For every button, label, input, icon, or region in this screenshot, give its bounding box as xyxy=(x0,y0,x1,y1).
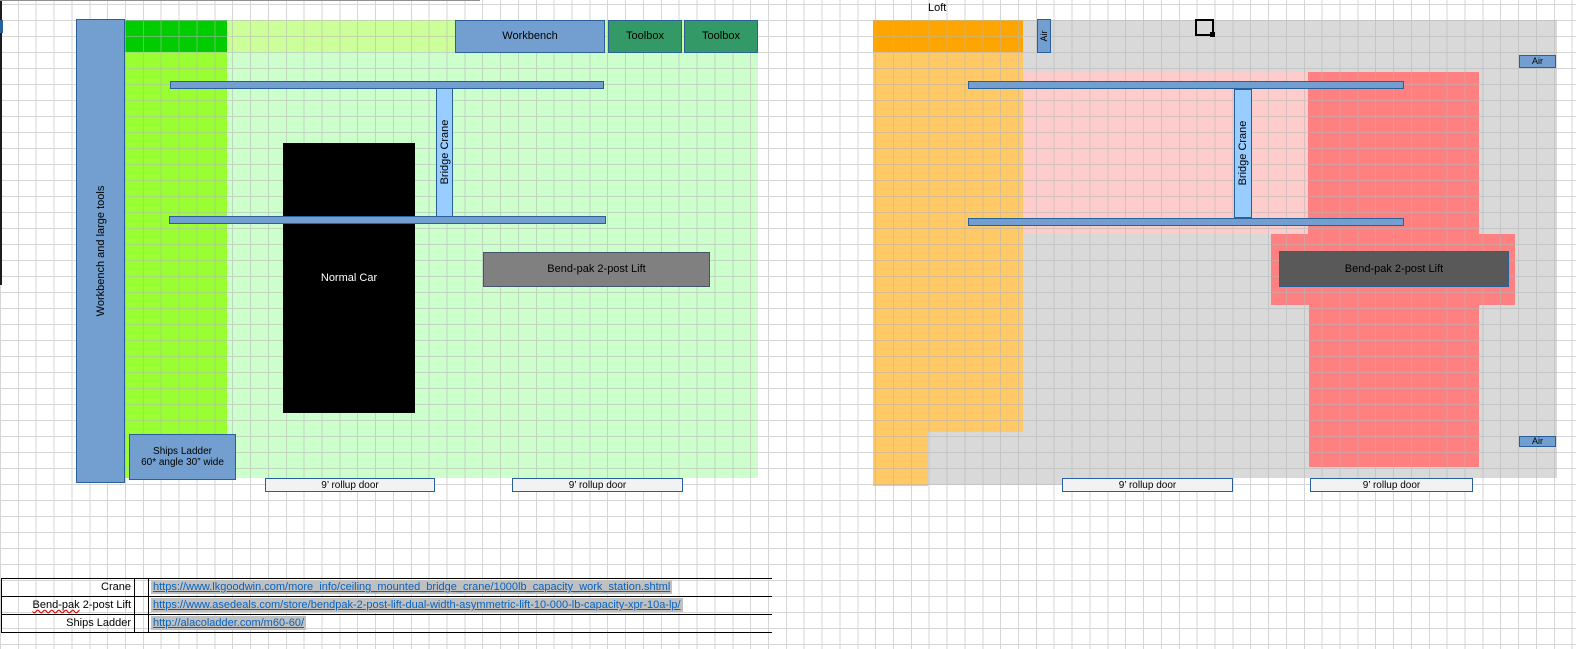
bendpak-lift-left-label: Bend-pak 2-post Lift xyxy=(547,263,646,276)
workbench-box[interactable]: Workbench xyxy=(455,20,605,53)
left-dark-green-cells xyxy=(125,20,227,52)
crane-rail-right-bottom[interactable] xyxy=(968,218,1404,226)
right-red-upper-column xyxy=(1308,72,1479,234)
workbench-large-tools-box[interactable] xyxy=(76,19,125,483)
link-url-ships-ladder: http://alacoladder.com/m60-60/ xyxy=(151,616,307,631)
top-window-edge xyxy=(0,0,480,1)
ships-ladder-label-line1: Ships Ladder xyxy=(153,446,212,457)
bendpak-lift-left[interactable]: Bend-pak 2-post Lift xyxy=(483,252,710,287)
air-vent-right-bottom[interactable]: Air xyxy=(1519,436,1556,447)
rollup-door-right-1-label: 9’ rollup door xyxy=(1118,479,1177,491)
links-table-border-row2 xyxy=(1,614,772,615)
right-pink-region xyxy=(1023,72,1308,234)
air-vent-top-label: Air xyxy=(1039,30,1049,42)
link-label-bendpak: Bend-pak 2-post Lift xyxy=(2,596,131,614)
rollup-door-right-1[interactable]: 9’ rollup door xyxy=(1062,478,1233,492)
right-red-lower-column xyxy=(1309,305,1479,467)
links-table-border-bottom xyxy=(1,632,772,633)
cell-fill-handle[interactable] xyxy=(1210,32,1215,37)
right-floor-gray-bottom-strip xyxy=(928,478,1062,485)
workbench-label: Workbench xyxy=(502,30,558,43)
bridge-crane-right-label: Bridge Crane xyxy=(1237,120,1249,186)
rollup-door-left-2[interactable]: 9’ rollup door xyxy=(512,478,683,492)
right-orange-light-column xyxy=(873,52,1023,432)
rollup-door-right-2-label: 9’ rollup door xyxy=(1362,479,1421,491)
air-vent-right-top[interactable]: Air xyxy=(1519,55,1556,68)
bendpak-link[interactable]: https://www.asedeals.com/store/bendpak-2… xyxy=(151,598,683,612)
right-orange-light-narrow xyxy=(873,432,928,486)
link-url-bendpak: https://www.asedeals.com/store/bendpak-2… xyxy=(151,598,683,613)
ships-ladder-label-line2: 60* angle 30” wide xyxy=(141,457,224,468)
air-vent-top[interactable] xyxy=(1037,19,1051,53)
link-label-bendpak-rest: 2-post Lift xyxy=(79,599,131,611)
links-table-border-mid2 xyxy=(148,578,149,633)
right-floor-gray-lower-left xyxy=(928,432,1023,478)
bridge-crane-left-label: Bridge Crane xyxy=(439,119,451,185)
rollup-door-left-2-label: 9’ rollup door xyxy=(568,479,627,491)
ships-ladder-box[interactable]: Ships Ladder 60* angle 30” wide xyxy=(129,434,236,480)
air-vent-right-top-label: Air xyxy=(1532,55,1543,66)
crane-link[interactable]: https://www.lkgoodwin.com/more_info/ceil… xyxy=(151,580,673,594)
active-cell-cursor[interactable] xyxy=(1195,19,1215,37)
ships-ladder-link[interactable]: http://alacoladder.com/m60-60/ xyxy=(151,616,307,630)
left-chartreuse-column xyxy=(125,52,227,478)
bendpak-lift-right-label: Bend-pak 2-post Lift xyxy=(1344,262,1444,275)
workbench-large-tools-label: Workbench and large tools xyxy=(95,185,107,317)
rollup-door-left-1[interactable]: 9’ rollup door xyxy=(265,478,435,492)
links-table-border-left xyxy=(1,578,2,633)
crane-rail-left-top[interactable] xyxy=(170,81,604,89)
toolbox-1[interactable]: Toolbox xyxy=(608,20,682,53)
toolbox-2-label: Toolbox xyxy=(702,30,740,43)
left-window-edge xyxy=(0,0,2,285)
crane-rail-left-bottom[interactable] xyxy=(169,216,606,224)
link-label-crane: Crane xyxy=(101,581,131,593)
normal-car[interactable]: Normal Car xyxy=(283,143,415,413)
crane-rail-right-top[interactable] xyxy=(968,81,1404,89)
air-vent-right-bottom-label: Air xyxy=(1532,435,1543,446)
right-orange-bright-cells xyxy=(873,20,1023,52)
links-table-border-mid1 xyxy=(134,578,135,633)
bendpak-lift-right[interactable]: Bend-pak 2-post Lift xyxy=(1279,251,1509,287)
toolbox-2[interactable]: Toolbox xyxy=(684,20,758,53)
rollup-door-left-1-label: 9’ rollup door xyxy=(321,479,379,491)
link-label-ships-ladder: Ships Ladder xyxy=(66,617,131,629)
bridge-crane-column-right[interactable] xyxy=(1234,89,1252,218)
normal-car-label: Normal Car xyxy=(320,271,378,284)
link-url-crane: https://www.lkgoodwin.com/more_info/ceil… xyxy=(151,580,673,595)
left-edge-blue-fragment xyxy=(0,20,3,33)
rollup-door-right-2[interactable]: 9’ rollup door xyxy=(1310,478,1473,492)
link-label-bendpak-flagged: Bend-pak xyxy=(32,599,80,611)
toolbox-1-label: Toolbox xyxy=(626,30,664,43)
links-table-border-top xyxy=(1,578,772,579)
loft-label: Loft xyxy=(928,2,947,14)
links-table-border-row1 xyxy=(1,596,772,597)
